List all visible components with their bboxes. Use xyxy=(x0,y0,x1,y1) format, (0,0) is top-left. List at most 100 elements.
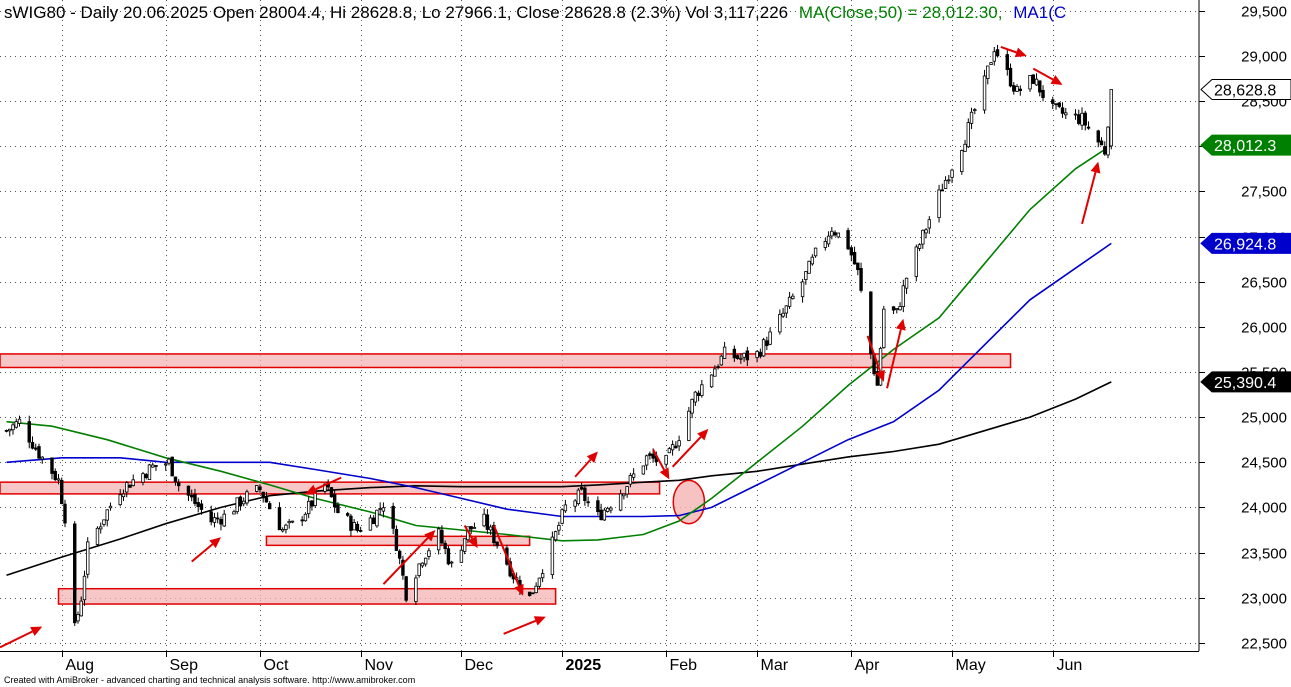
candle-body xyxy=(105,509,109,521)
candle-body xyxy=(670,444,675,451)
y-tick-label: 25,000 xyxy=(1241,410,1287,427)
chart-title: sWIG80 - Daily 20.06.2025 Open 28004.4, … xyxy=(4,3,788,22)
candle-body xyxy=(732,348,737,359)
candle-body xyxy=(482,513,486,527)
footer-credit: Created with AmiBroker - advanced charti… xyxy=(4,675,415,685)
candle-body xyxy=(436,528,441,551)
candle-body xyxy=(216,517,220,520)
arrow-head xyxy=(1090,161,1101,174)
month-label: May xyxy=(956,657,986,674)
candle-body xyxy=(310,500,314,507)
arrow-shaft xyxy=(1081,172,1097,225)
annotations xyxy=(0,46,1101,649)
candle-body xyxy=(531,592,535,595)
candle-body xyxy=(784,305,789,314)
candle-body xyxy=(303,513,308,522)
candle-body xyxy=(245,491,249,504)
candle-body xyxy=(151,464,155,468)
candle-body xyxy=(859,268,863,291)
candle-body xyxy=(527,591,532,596)
candle-body xyxy=(986,65,990,79)
candle-body xyxy=(394,528,399,551)
y-tick-label: 24,500 xyxy=(1241,455,1287,472)
candle-body xyxy=(537,577,542,587)
candle-body xyxy=(787,296,792,307)
candle-body xyxy=(781,312,785,317)
candle-body xyxy=(852,251,857,265)
arrow-shaft xyxy=(1000,46,1017,54)
candle-body xyxy=(869,291,873,355)
candle-body xyxy=(423,557,428,565)
candle-body xyxy=(687,410,691,441)
candle-body xyxy=(352,522,356,531)
candle-body xyxy=(882,308,886,348)
candle-body xyxy=(449,561,454,564)
candle-body xyxy=(417,563,421,576)
candle-body xyxy=(800,281,805,298)
candle-body xyxy=(849,247,854,256)
candle-body xyxy=(778,314,782,333)
candle-body xyxy=(602,509,607,521)
arrow-head xyxy=(875,369,885,382)
y-tick-label: 23,000 xyxy=(1241,591,1287,608)
candle-body xyxy=(264,497,269,503)
arrow-head xyxy=(586,451,598,463)
candle-body xyxy=(550,536,555,576)
candle-body xyxy=(355,523,360,531)
candle-body xyxy=(141,473,145,483)
candle-body xyxy=(940,189,945,192)
candle-body xyxy=(1041,89,1045,99)
candle-body xyxy=(121,493,126,498)
candle-body xyxy=(40,456,44,460)
price-tag-label: 28,628.8 xyxy=(1214,82,1276,99)
candle-body xyxy=(37,446,41,459)
price-tags: 28,628.8 28,012.3 26,924.8 25,390.4 xyxy=(1200,78,1291,393)
candle-body xyxy=(648,453,652,456)
candle-body xyxy=(810,256,815,265)
candle-body xyxy=(222,513,226,527)
y-tick-label: 29,000 xyxy=(1241,49,1287,66)
candle-body xyxy=(804,271,808,280)
candle-body xyxy=(943,179,948,189)
candle-body xyxy=(761,339,766,357)
candle-body xyxy=(540,573,545,579)
candle-body xyxy=(427,550,431,557)
candle-body xyxy=(378,508,382,510)
candle-body xyxy=(177,482,181,487)
candle-body xyxy=(807,260,811,274)
candle-body xyxy=(1057,102,1061,107)
candle-body xyxy=(631,473,636,478)
price-tag-label: 28,012.3 xyxy=(1214,138,1276,155)
candle-body xyxy=(95,527,100,545)
candle-body xyxy=(4,429,9,432)
candle-body xyxy=(1106,126,1110,156)
candle-body xyxy=(391,505,395,529)
candle-body xyxy=(579,487,584,490)
candle-body xyxy=(1015,86,1019,92)
arrow-shaft xyxy=(315,476,342,491)
candle-body xyxy=(696,392,701,396)
candle-body xyxy=(1054,103,1058,106)
ma100-line xyxy=(6,242,1112,518)
candle-body xyxy=(745,350,750,361)
arrow-head xyxy=(1050,75,1063,85)
candle-body xyxy=(125,482,129,493)
candle-body xyxy=(50,457,54,474)
candle-body xyxy=(235,497,239,513)
candle-body xyxy=(261,491,265,499)
candle-body xyxy=(186,485,191,496)
candle-body xyxy=(375,509,379,527)
candle-body xyxy=(605,507,610,512)
y-tick-label: 29,500 xyxy=(1241,4,1287,21)
month-label: Feb xyxy=(670,657,698,674)
candle-body xyxy=(446,548,451,565)
price-tag-label: 26,924.8 xyxy=(1214,236,1276,253)
candle-body xyxy=(459,549,464,563)
arrow-head xyxy=(895,318,906,331)
month-label: Oct xyxy=(264,657,289,674)
candle-body xyxy=(1018,88,1022,91)
candle-body xyxy=(937,189,941,219)
arrow-head xyxy=(30,626,43,636)
candle-body xyxy=(560,509,564,524)
candle-body xyxy=(960,150,964,173)
